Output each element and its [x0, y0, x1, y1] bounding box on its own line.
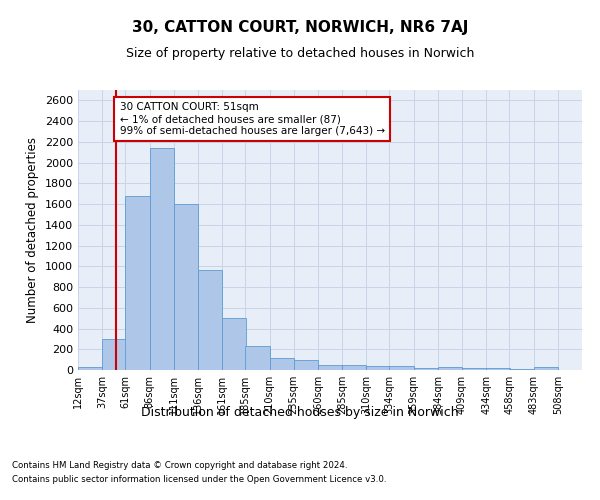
- Bar: [294, 360, 318, 370]
- Bar: [269, 358, 294, 370]
- Bar: [533, 367, 558, 370]
- Bar: [486, 368, 511, 370]
- Bar: [509, 369, 533, 370]
- Bar: [366, 366, 391, 370]
- Bar: [413, 368, 438, 370]
- Text: Size of property relative to detached houses in Norwich: Size of property relative to detached ho…: [126, 48, 474, 60]
- Bar: [78, 368, 102, 370]
- Text: Distribution of detached houses by size in Norwich: Distribution of detached houses by size …: [141, 406, 459, 419]
- Text: Contains HM Land Registry data © Crown copyright and database right 2024.: Contains HM Land Registry data © Crown c…: [12, 460, 347, 469]
- Bar: [125, 196, 149, 370]
- Text: 30 CATTON COURT: 51sqm
← 1% of detached houses are smaller (87)
99% of semi-deta: 30 CATTON COURT: 51sqm ← 1% of detached …: [119, 102, 385, 136]
- Text: 30, CATTON COURT, NORWICH, NR6 7AJ: 30, CATTON COURT, NORWICH, NR6 7AJ: [132, 20, 468, 35]
- Bar: [102, 339, 127, 370]
- Bar: [342, 365, 366, 370]
- Bar: [389, 366, 413, 370]
- Bar: [149, 148, 174, 370]
- Bar: [198, 270, 222, 370]
- Bar: [462, 368, 486, 370]
- Bar: [438, 367, 462, 370]
- Bar: [318, 365, 342, 370]
- Bar: [222, 318, 247, 370]
- Bar: [174, 204, 198, 370]
- Y-axis label: Number of detached properties: Number of detached properties: [26, 137, 40, 323]
- Text: Contains public sector information licensed under the Open Government Licence v3: Contains public sector information licen…: [12, 476, 386, 484]
- Bar: [245, 346, 269, 370]
